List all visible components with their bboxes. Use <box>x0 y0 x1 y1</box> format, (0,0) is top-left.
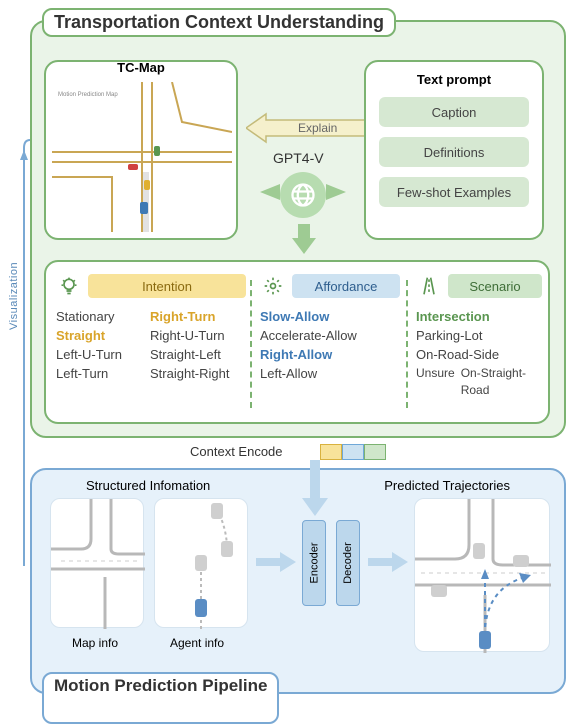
tc-map-svg: Motion Prediction Map <box>52 82 232 232</box>
scen-unsure: Unsure <box>416 365 455 400</box>
motion-title: Motion Prediction Pipeline <box>42 672 279 724</box>
divider-1 <box>250 280 252 408</box>
divider-2 <box>406 280 408 408</box>
knot-arrow-right <box>326 180 348 204</box>
lightbulb-icon <box>56 275 82 297</box>
affordance-pill: Affordance <box>292 274 400 298</box>
map-info-label: Map info <box>72 636 118 650</box>
aff-slow: Slow-Allow <box>260 308 400 327</box>
arrow-to-pred <box>368 550 408 574</box>
prompt-fewshot: Few-shot Examples <box>379 177 529 207</box>
arrow-to-encoder <box>256 550 296 574</box>
intent-stationary: Stationary <box>56 308 142 327</box>
predicted-card <box>414 498 550 652</box>
context-encode-label: Context Encode <box>190 444 283 459</box>
agent-info-card <box>154 498 248 628</box>
svg-text:Explain: Explain <box>298 121 337 135</box>
gear-icon <box>260 275 286 297</box>
aff-right: Right-Allow <box>260 346 400 365</box>
prompt-caption: Caption <box>379 97 529 127</box>
intent-leftuturn: Left-U-Turn <box>56 346 142 365</box>
knot-arrow-down <box>292 224 316 254</box>
scen-intersection: Intersection <box>416 308 542 327</box>
aff-left: Left-Allow <box>260 365 400 384</box>
categories-card: Intention Stationary Straight Left-U-Tur… <box>44 260 550 424</box>
scen-parking: Parking-Lot <box>416 327 542 346</box>
intent-leftturn: Left-Turn <box>56 365 142 384</box>
intent-rightuturn: Right-U-Turn <box>150 327 229 346</box>
intention-pill: Intention <box>88 274 246 298</box>
encoder-block: Encoder <box>302 520 326 606</box>
arrow-down-to-encoder <box>300 460 330 516</box>
tcu-title: Transportation Context Understanding <box>42 8 396 37</box>
tc-map-card: TC-Map Motion Prediction Map <box>44 60 238 240</box>
tc-map-label: TC-Map <box>117 60 165 75</box>
map-info-card <box>50 498 144 628</box>
aff-accel: Accelerate-Allow <box>260 327 400 346</box>
visualization-label: Visualization <box>8 262 20 330</box>
intent-rightturn: Right-Turn <box>150 308 229 327</box>
svg-text:Motion Prediction Map: Motion Prediction Map <box>58 92 118 98</box>
road-icon <box>416 275 442 297</box>
knot-arrow-left <box>258 180 280 204</box>
intent-straightright: Straight-Right <box>150 365 229 384</box>
intent-straight: Straight <box>56 327 142 346</box>
text-prompt-label: Text prompt <box>417 72 491 87</box>
structured-info-label: Structured Infomation <box>86 478 210 493</box>
scen-roadside: On-Road-Side <box>416 346 542 365</box>
gpt4v-label: GPT4-V <box>273 150 324 166</box>
decoder-block: Decoder <box>336 520 360 606</box>
prompt-definitions: Definitions <box>379 137 529 167</box>
scenario-pill: Scenario <box>448 274 542 298</box>
text-prompt-card: Text prompt Caption Definitions Few-shot… <box>364 60 544 240</box>
predicted-traj-label: Predicted Trajectories <box>384 478 510 493</box>
agent-info-label: Agent info <box>170 636 224 650</box>
gpt4v-icon <box>280 172 326 218</box>
scen-straightroad: On-Straight-Road <box>461 365 542 400</box>
intent-straightleft: Straight-Left <box>150 346 229 365</box>
encode-blocks <box>320 444 386 460</box>
